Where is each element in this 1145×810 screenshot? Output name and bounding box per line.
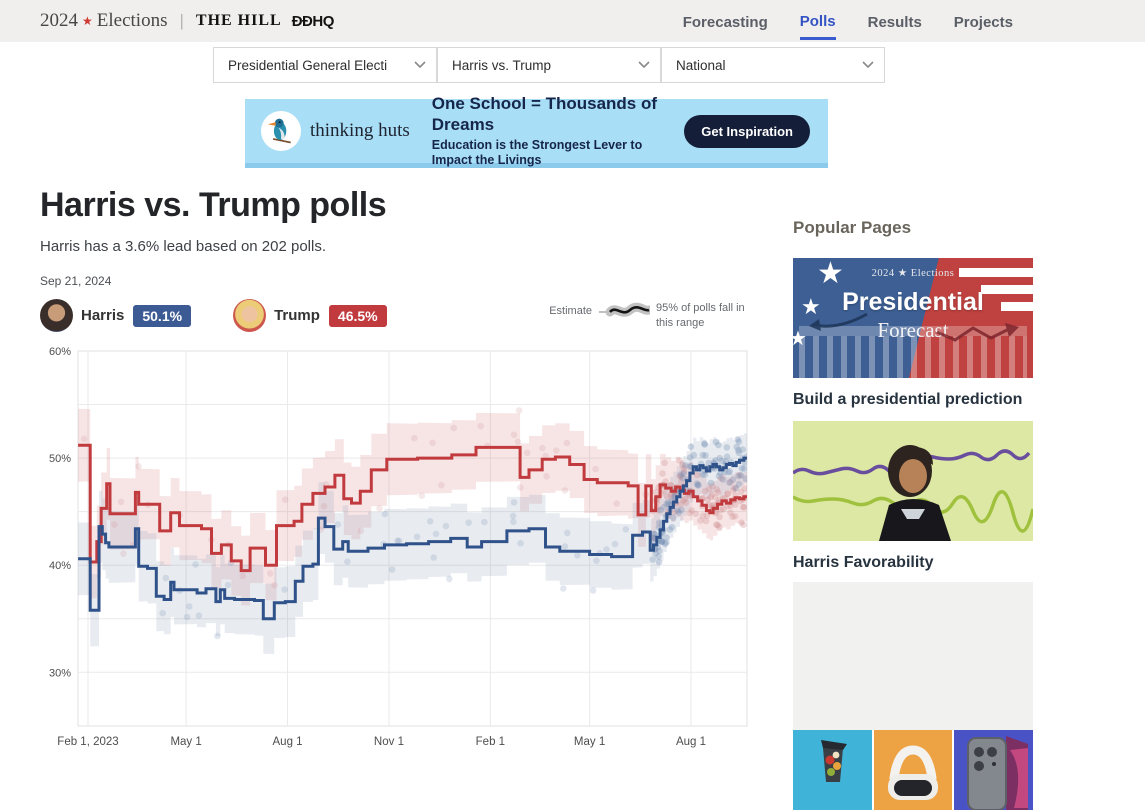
bird-icon: [267, 118, 291, 144]
svg-text:Aug 1: Aug 1: [273, 736, 303, 748]
forecast-card-title: Presidential: [842, 288, 984, 316]
favorability-card[interactable]: Harris Favorability: [793, 421, 1033, 574]
estimate-squiggle-icon: [599, 303, 650, 317]
forecast-card-badge: 2024 ★ Elections: [871, 268, 955, 279]
forecast-card[interactable]: ★ ★ ★ 2024 ★ Elections Presidential Fore…: [793, 258, 1033, 411]
forecast-card-caption[interactable]: Build a presidential prediction: [793, 391, 1023, 408]
forecast-card-subtitle: Forecast: [877, 318, 949, 342]
advertiser-name: thinking huts: [310, 120, 410, 141]
ad-placeholder: [793, 582, 1033, 730]
sidebar: Popular Pages ★ ★ ★ 2024 ★ Elections Pre…: [793, 218, 1034, 810]
race-select[interactable]: Presidential General Electi: [213, 47, 437, 83]
chart-legend: Harris 50.1% Trump 46.5% Estimate 95% of…: [40, 299, 750, 332]
ad-cta-button[interactable]: Get Inspiration: [684, 114, 810, 148]
flag-stripe: [1001, 302, 1033, 311]
svg-text:May 1: May 1: [574, 736, 605, 748]
svg-text:60%: 60%: [49, 346, 71, 358]
vr-headset-image: [873, 730, 953, 810]
flag-stripe: [981, 285, 1033, 294]
ad-slot-card[interactable]: [793, 582, 1034, 810]
brand-name: Elections: [96, 10, 168, 31]
race-select-value: Presidential General Electi: [228, 57, 388, 73]
svg-text:50%: 50%: [49, 453, 71, 465]
polls-chart: 30% 40% 50% 60% Feb 1, 2023 May 1 Aug 1 Nov 1 Fe…: [40, 342, 750, 759]
ddhq-logo: ĐĐHQ: [291, 12, 335, 30]
nav-polls[interactable]: Polls: [799, 3, 836, 40]
chevron-down-icon: [638, 61, 650, 69]
svg-text:May 1: May 1: [170, 736, 201, 748]
candidate-trump: Trump 46.5%: [233, 299, 387, 332]
svg-text:40%: 40%: [49, 560, 71, 572]
geography-select[interactable]: National: [661, 47, 885, 83]
blender-image: [793, 730, 872, 810]
harris-portrait: [879, 445, 951, 541]
filter-bar: Presidential General Electi Harris vs. T…: [0, 42, 1145, 90]
geography-select-value: National: [676, 57, 726, 73]
estimate-label: Estimate: [549, 305, 592, 318]
white-house-graphic: [799, 326, 1027, 378]
iphone-image: [954, 730, 1034, 810]
svg-text:Nov 1: Nov 1: [374, 736, 404, 748]
estimate-legend: Estimate 95% of polls fall in this range: [549, 301, 748, 330]
matchup-select[interactable]: Harris vs. Trump: [437, 47, 661, 83]
nav-results[interactable]: Results: [867, 14, 922, 31]
polls-chart-svg[interactable]: 30% 40% 50% 60% Feb 1, 2023 May 1 Aug 1 Nov 1 Fe…: [40, 342, 750, 754]
star-icon: ★: [82, 14, 93, 28]
matchup-select-value: Harris vs. Trump: [452, 57, 552, 73]
star-icon: ★: [793, 328, 807, 350]
star-icon: ★: [801, 294, 821, 319]
page-subtitle: Harris has a 3.6% lead based on 202 poll…: [40, 238, 327, 255]
ad-subheadline: Education is the Strongest Lever to Impa…: [431, 137, 643, 168]
page-title: Harris vs. Trump polls: [40, 186, 387, 224]
svg-text:30%: 30%: [49, 667, 71, 679]
advertiser-logo: [261, 111, 301, 151]
brand-divider: |: [179, 11, 184, 30]
nav-forecasting[interactable]: Forecasting: [682, 14, 768, 31]
trump-value-badge: 46.5%: [328, 304, 387, 327]
site-logo[interactable]: 2024 ★ Elections | THE HILL ĐĐHQ: [0, 10, 334, 32]
harris-value-badge: 50.1%: [133, 304, 192, 327]
main-nav: Forecasting Polls Results Projects: [683, 3, 1013, 40]
ad-banner[interactable]: thinking huts One School = Thousands of …: [245, 94, 828, 168]
star-icon: ★: [817, 258, 844, 290]
trump-avatar: [233, 299, 267, 332]
chevron-down-icon: [414, 61, 426, 69]
svg-text:Feb 1: Feb 1: [476, 736, 505, 748]
harris-name: Harris: [81, 307, 125, 324]
product-strip: [793, 730, 1034, 810]
favorability-card-image: [793, 421, 1033, 541]
trump-name: Trump: [274, 307, 320, 324]
candidate-harris: Harris 50.1%: [40, 299, 192, 332]
page-date: Sep 21, 2024: [40, 274, 112, 288]
ad-headline: One School = Thousands of Dreams: [431, 94, 658, 135]
chevron-down-icon: [862, 61, 874, 69]
brand-year: 2024: [40, 10, 78, 31]
zigzag-arrow-graphic: [936, 323, 1019, 342]
harris-avatar: [40, 299, 73, 332]
svg-text:Aug 1: Aug 1: [676, 736, 706, 748]
nav-projects[interactable]: Projects: [953, 14, 1013, 31]
favorability-card-caption[interactable]: Harris Favorability: [793, 554, 934, 571]
popular-pages-heading: Popular Pages: [793, 218, 912, 237]
down-arrow-graphic: [809, 312, 868, 331]
estimate-range-label: 95% of polls fall in this range: [656, 302, 745, 329]
the-hill-logo: THE HILL: [195, 12, 282, 29]
top-bar: 2024 ★ Elections | THE HILL ĐĐHQ Forecas…: [0, 0, 1145, 42]
main-content: Harris vs. Trump polls Harris has a 3.6%…: [40, 186, 750, 759]
svg-text:Feb 1, 2023: Feb 1, 2023: [57, 736, 118, 748]
flag-stripe: [959, 268, 1033, 277]
forecast-card-image: ★ ★ ★ 2024 ★ Elections Presidential Fore…: [793, 258, 1033, 378]
